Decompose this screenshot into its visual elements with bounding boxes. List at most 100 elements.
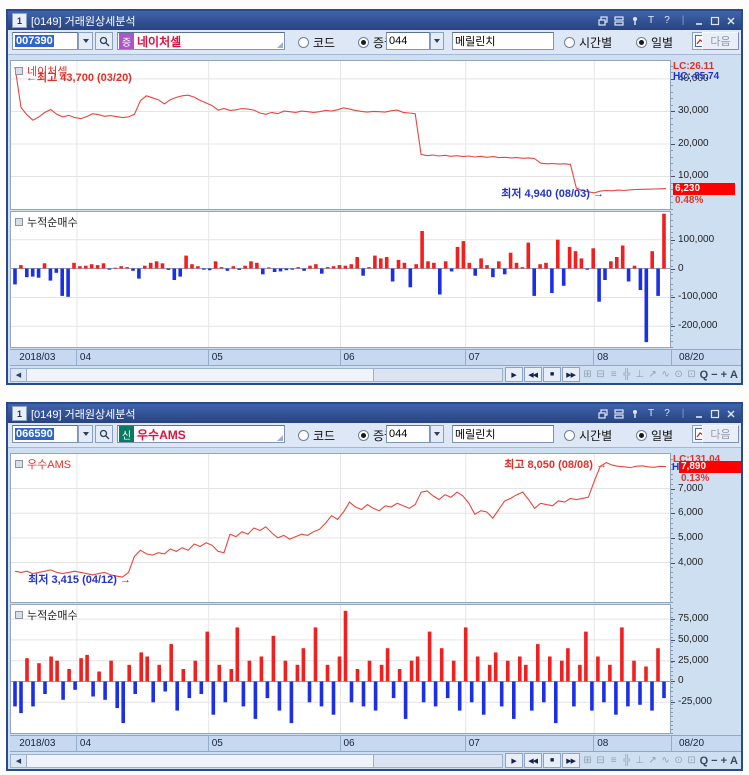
radio-by-day[interactable]: 일별 bbox=[636, 34, 673, 51]
crosshair-icon[interactable]: ╬ bbox=[623, 755, 631, 766]
next-button[interactable]: 다음 bbox=[702, 32, 739, 50]
code-dropdown-button[interactable] bbox=[78, 32, 93, 50]
search-button[interactable] bbox=[95, 425, 113, 443]
lines-tool-icon[interactable]: ≡ bbox=[610, 755, 617, 766]
stock-name-field[interactable]: 증 네이처셀 bbox=[117, 32, 285, 50]
scroll-left-arrow[interactable]: ◀ bbox=[11, 368, 27, 381]
stop-button[interactable]: ■ bbox=[542, 367, 561, 382]
scrollbar-thumb[interactable] bbox=[372, 368, 502, 381]
anchor-tool-icon[interactable]: ⊥ bbox=[635, 755, 644, 766]
minimize-icon[interactable] bbox=[693, 408, 705, 420]
cascade-icon[interactable] bbox=[613, 408, 625, 420]
window-cascade-icon[interactable]: ⊟ bbox=[596, 369, 605, 380]
zoom-in-icon[interactable]: + bbox=[720, 754, 728, 767]
forward-button[interactable]: ▶▶ bbox=[561, 753, 580, 768]
anchor-tool-icon[interactable]: ⊥ bbox=[635, 369, 644, 380]
volume-axis-gutter: 75,000 50,000 25,000 0 -25,000 bbox=[671, 604, 741, 734]
member-code-select[interactable]: 044 bbox=[386, 425, 430, 443]
cascade-icon[interactable] bbox=[613, 15, 625, 27]
chevron-down-icon bbox=[82, 39, 89, 43]
minor-tick bbox=[671, 695, 673, 697]
help-icon[interactable]: ? bbox=[664, 408, 670, 419]
play-button[interactable]: ▶ bbox=[504, 753, 523, 768]
pin-icon[interactable] bbox=[629, 15, 641, 27]
maximize-icon[interactable] bbox=[709, 408, 721, 420]
member-name-input[interactable]: 메릴린치 bbox=[452, 32, 554, 50]
axis-tick bbox=[671, 639, 675, 641]
radio-by-day[interactable]: 일별 bbox=[636, 427, 673, 444]
crosshair-icon[interactable]: ╬ bbox=[623, 369, 631, 380]
close-icon[interactable] bbox=[725, 15, 737, 27]
link-tool-icon[interactable]: ⊙ bbox=[674, 755, 683, 766]
forward-button[interactable]: ▶▶ bbox=[561, 367, 580, 382]
restore-icon[interactable] bbox=[597, 408, 609, 420]
zoom-in-icon[interactable]: + bbox=[720, 368, 728, 381]
price-pane[interactable]: 네이처셀 ←최고 43,700 (03/20) 최저 4,940 (08/03) … bbox=[10, 60, 671, 210]
radio-by-code[interactable]: 코드 bbox=[298, 34, 335, 51]
maximize-icon[interactable] bbox=[709, 15, 721, 27]
minimize-icon[interactable] bbox=[693, 15, 705, 27]
magnifier-icon[interactable]: Q bbox=[699, 368, 709, 381]
zoom-out-icon[interactable]: − bbox=[711, 754, 718, 767]
next-button[interactable]: 다음 bbox=[702, 425, 739, 443]
scrollbar-track[interactable] bbox=[27, 368, 502, 381]
trendline-icon[interactable]: ↗ bbox=[648, 369, 657, 380]
pin-icon[interactable] bbox=[629, 408, 641, 420]
axis-separator bbox=[339, 350, 341, 365]
member-code-select[interactable]: 044 bbox=[386, 32, 430, 50]
window-number-badge: 1 bbox=[12, 406, 27, 421]
price-pane[interactable]: 우수AMS 최고 8,050 (08/08) → 최저 3,415 (04/12)… bbox=[10, 453, 671, 603]
rewind-button[interactable]: ◀◀ bbox=[523, 367, 542, 382]
scrollbar-thumb[interactable] bbox=[372, 754, 502, 767]
help-icon[interactable]: ? bbox=[664, 15, 670, 26]
auto-scale-icon[interactable]: A bbox=[730, 368, 738, 381]
window-cascade-icon[interactable]: ⊟ bbox=[596, 755, 605, 766]
titlebar[interactable]: 1 [0149] 거래원상세분석 T? | bbox=[8, 404, 741, 423]
link-tool-icon[interactable]: ⊙ bbox=[674, 369, 683, 380]
minor-tick bbox=[671, 169, 673, 171]
lines-tool-icon[interactable]: ≡ bbox=[610, 369, 617, 380]
wave-tool-icon[interactable]: ∿ bbox=[661, 755, 670, 766]
minor-tick bbox=[671, 612, 673, 614]
volume-pane[interactable]: 누적순매수 bbox=[10, 604, 671, 734]
text-tool-icon[interactable]: T bbox=[647, 15, 655, 26]
magnifier-icon[interactable]: Q bbox=[699, 754, 709, 767]
member-dropdown-button[interactable] bbox=[430, 425, 444, 443]
window-copy-icon[interactable]: ⊞ bbox=[583, 369, 592, 380]
radio-by-code[interactable]: 코드 bbox=[298, 427, 335, 444]
minor-tick bbox=[671, 468, 673, 470]
titlebar[interactable]: 1 [0149] 거래원상세분석 T? | bbox=[8, 11, 741, 30]
text-tool-icon[interactable]: T bbox=[647, 408, 655, 419]
resize-grip[interactable] bbox=[277, 42, 283, 48]
scrollbar-track[interactable] bbox=[27, 754, 502, 767]
close-icon[interactable] bbox=[725, 408, 737, 420]
grid-tool-icon[interactable]: ⊡ bbox=[687, 369, 696, 380]
trendline-icon[interactable]: ↗ bbox=[648, 755, 657, 766]
code-dropdown-button[interactable] bbox=[78, 425, 93, 443]
radio-by-time[interactable]: 시간별 bbox=[564, 427, 612, 444]
window-copy-icon[interactable]: ⊞ bbox=[583, 755, 592, 766]
minor-tick bbox=[671, 260, 673, 262]
play-button[interactable]: ▶ bbox=[504, 367, 523, 382]
stock-code-input[interactable]: 066590 bbox=[12, 425, 78, 443]
stock-name: 우수AMS bbox=[137, 427, 186, 442]
horizontal-scrollbar[interactable]: ◀ bbox=[10, 753, 503, 768]
stock-code-input[interactable]: 007390 bbox=[12, 32, 78, 50]
scroll-left-arrow[interactable]: ◀ bbox=[11, 754, 27, 767]
horizontal-scrollbar[interactable]: ◀ bbox=[10, 367, 503, 382]
minor-tick bbox=[671, 728, 673, 730]
volume-pane[interactable]: 누적순매수 bbox=[10, 211, 671, 348]
search-button[interactable] bbox=[95, 32, 113, 50]
rewind-button[interactable]: ◀◀ bbox=[523, 753, 542, 768]
wave-tool-icon[interactable]: ∿ bbox=[661, 369, 670, 380]
member-name-input[interactable]: 메릴린치 bbox=[452, 425, 554, 443]
grid-tool-icon[interactable]: ⊡ bbox=[687, 755, 696, 766]
stock-name-field[interactable]: 신 우수AMS bbox=[117, 425, 285, 443]
resize-grip[interactable] bbox=[277, 435, 283, 441]
radio-by-time[interactable]: 시간별 bbox=[564, 34, 612, 51]
restore-icon[interactable] bbox=[597, 15, 609, 27]
auto-scale-icon[interactable]: A bbox=[730, 754, 738, 767]
zoom-out-icon[interactable]: − bbox=[711, 368, 718, 381]
stop-button[interactable]: ■ bbox=[542, 753, 561, 768]
member-dropdown-button[interactable] bbox=[430, 32, 444, 50]
